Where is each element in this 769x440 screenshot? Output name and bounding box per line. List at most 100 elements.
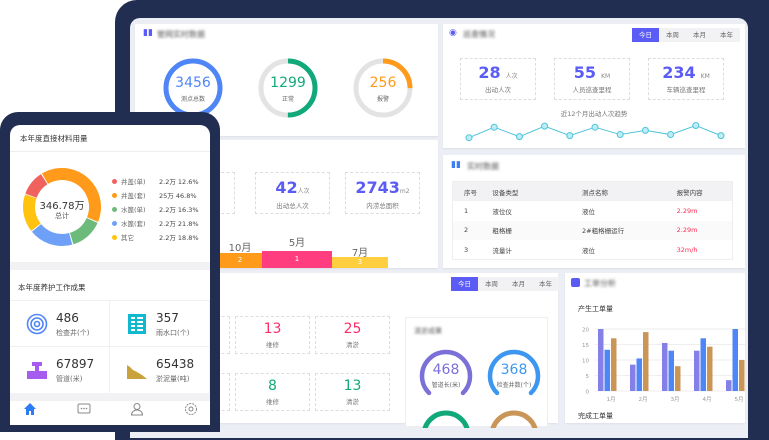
- legend-percent: 12.6%: [177, 178, 199, 186]
- ranking-bar: 3: [332, 257, 388, 268]
- ring-0: 3456 测点总数: [162, 57, 224, 119]
- table-cell: 液位: [582, 207, 596, 216]
- settings-icon[interactable]: [184, 402, 198, 416]
- stat-value: 28: [478, 63, 501, 82]
- trend-point: [591, 123, 599, 131]
- legend-item: 水篦(套) 2.2万 21.8%: [112, 218, 199, 228]
- gauge-1: 368 检查井数(个): [486, 348, 542, 404]
- x-tick-label: 4月: [703, 396, 712, 403]
- table-cell: 液位: [582, 246, 596, 255]
- result-cell[interactable]: 65438 淤泥量(吨): [110, 347, 210, 394]
- legend-percent: 21.8%: [177, 220, 199, 228]
- patrol-panel: ◉ 巡查情况 今日 本周 本月 本年 28 人次 出动人次 55 KM 人员巡查里程 …: [443, 24, 745, 148]
- stat-unit: KM: [700, 73, 710, 80]
- trend-point: [541, 122, 549, 130]
- panel-title: 实时数据: [467, 162, 499, 171]
- gauge-0: 468 管道长(米): [418, 348, 474, 404]
- phone-screen: 本年度直接材料用量 346.78万 总计 井盖(单) 2.2万 12.6% 井盖(套…: [10, 125, 210, 425]
- work-stat: 13 维修: [235, 316, 310, 354]
- work-stat: 8 维修: [235, 373, 310, 411]
- tab-3[interactable]: 本年: [713, 28, 740, 42]
- legend-item: 其它 2.2万 18.8%: [112, 232, 199, 242]
- dredge-results-subpanel: 清淤成果 468 管道长(米) 368 检查井数(个): [405, 317, 548, 428]
- bar: [732, 329, 738, 391]
- work-order-bar-chart: 0 5 10 15 20 1月 2月 3月 4月 5月: [582, 328, 745, 403]
- column-header: 报警内容: [676, 188, 703, 197]
- bar: [662, 342, 668, 391]
- table-row[interactable]: 2 粗格栅 2#粗格栅运行 2.29m: [452, 220, 733, 240]
- donut-slice: [23, 168, 101, 246]
- tab-3[interactable]: 本年: [532, 277, 559, 291]
- gauge-value: 468: [432, 362, 460, 378]
- tab-2[interactable]: 本月: [686, 28, 713, 42]
- y-tick-label: 20: [582, 328, 589, 334]
- bar: [739, 360, 745, 391]
- bar: [707, 346, 713, 391]
- user-icon[interactable]: [130, 402, 144, 416]
- result-label: 管道(米): [56, 375, 83, 383]
- legend-percent: 18.8%: [177, 234, 199, 242]
- result-cell[interactable]: 357 雨水口(个): [110, 300, 210, 347]
- legend-name: 水篦(套): [121, 220, 146, 228]
- message-icon[interactable]: [77, 402, 91, 416]
- legend-dot: [112, 221, 117, 226]
- x-tick-label: 5月: [735, 396, 744, 403]
- gauge-label: 检查井数(个): [496, 382, 532, 389]
- stat-unit: KM: [601, 73, 611, 80]
- bar: [604, 349, 610, 391]
- bar: [668, 350, 674, 391]
- table-cell: 2: [464, 226, 469, 235]
- tab-0[interactable]: 今日: [451, 277, 478, 291]
- result-cell[interactable]: 67897 管道(米): [10, 347, 110, 394]
- stat-label: 维修: [266, 341, 279, 349]
- tab-2[interactable]: 本月: [505, 277, 532, 291]
- tab-1[interactable]: 本周: [478, 277, 505, 291]
- x-tick-label: 3月: [671, 396, 680, 403]
- table-cell: 2.29m: [676, 226, 698, 235]
- bar: [675, 366, 681, 391]
- tab-0[interactable]: 今日: [632, 28, 659, 42]
- donut-total-label: 总计: [55, 212, 69, 220]
- ring-value: 1299: [270, 75, 306, 91]
- column-header: 序号: [464, 188, 477, 197]
- eye-icon: ◉: [449, 28, 457, 38]
- result-value: 65438: [156, 357, 195, 371]
- legend-percent: 16.3%: [177, 206, 199, 214]
- legend-item: 井盖(单) 2.2万 12.6%: [112, 176, 199, 186]
- trend-point: [616, 131, 624, 139]
- tab-1[interactable]: 本周: [659, 28, 686, 42]
- legend-name: 水篦(单): [121, 206, 146, 214]
- pie-chart-icon: [571, 278, 580, 287]
- stat-unit: 人次: [505, 73, 518, 80]
- stat-label: 出动总人次: [276, 202, 309, 210]
- stat-label: 人员巡查里程: [572, 86, 612, 94]
- legend-dot: [112, 207, 117, 212]
- materials-donut-chart: [23, 168, 101, 246]
- stat-unit: 人次: [297, 188, 310, 195]
- table-cell: 粗格栅: [492, 227, 512, 236]
- donut-slice: [23, 168, 101, 246]
- results-title: 本年度养护工作成果: [18, 283, 86, 292]
- result-value: 67897: [56, 357, 95, 371]
- table-row[interactable]: 3 流量计 液位 32m/h: [453, 240, 733, 260]
- bar: [643, 332, 649, 391]
- table-row[interactable]: 1 液位仪 液位 2.29m: [453, 201, 733, 221]
- table-cell: 2#粗格栅运行: [582, 227, 625, 236]
- work-stat: 25 清淤: [315, 316, 390, 354]
- stat-value: 2743: [355, 178, 400, 197]
- alarm-table: 序号 设备类型 测点名称 报警内容 1 液位仪 液位 2.29m 2 粗格栅 2#粗格栅运行 2.2…: [452, 181, 733, 260]
- ring-value: 3456: [175, 75, 211, 91]
- stat-label: 车辆巡查里程: [666, 86, 706, 94]
- donut-total: 346.78万: [39, 201, 85, 212]
- legend-amount: 2.2万: [159, 178, 176, 186]
- result-cell[interactable]: 486 检查井(个): [10, 300, 110, 347]
- donut-slice: [23, 168, 101, 246]
- ring-2: 256 报警: [352, 57, 414, 119]
- stat-label: 清淤: [346, 341, 359, 349]
- y-tick-label: 15: [582, 343, 589, 349]
- home-icon[interactable]: [23, 402, 37, 416]
- chart-title-completed: 完成工单量: [578, 412, 613, 420]
- dredge-stat: 42人次 出动总人次: [255, 172, 330, 214]
- y-tick-label: 0: [586, 390, 590, 396]
- ring-label: 测点总数: [180, 96, 205, 103]
